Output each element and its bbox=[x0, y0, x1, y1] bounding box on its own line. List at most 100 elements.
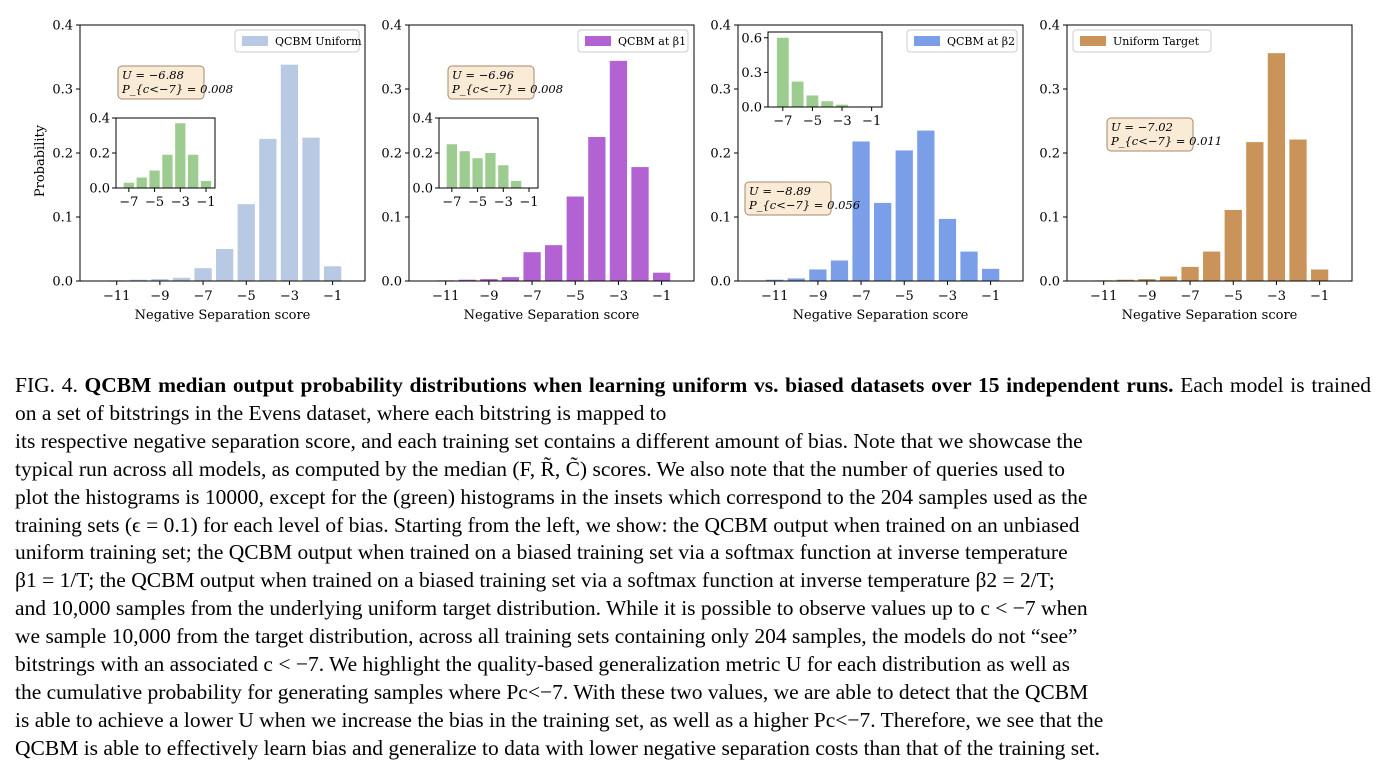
chart-panel: 0.0 0.1 0.2 0.3 0.4 −11 −9 −7 −5 −3 −1 Negative Sep… bbox=[381, 19, 695, 323]
caption-line: Each model is trained on a set of bitstr… bbox=[15, 373, 1372, 425]
legend-box bbox=[1072, 29, 1212, 53]
histogram-bar bbox=[917, 130, 935, 281]
histogram-bar bbox=[545, 245, 563, 281]
x-tick-label: −7 bbox=[193, 289, 212, 304]
inset-x-tick-label: −7 bbox=[773, 114, 792, 129]
inset-bar bbox=[175, 123, 186, 188]
histogram-bar bbox=[1224, 209, 1242, 281]
inset-x-tick-label: −5 bbox=[468, 195, 487, 210]
y-tick-label: 0.1 bbox=[710, 211, 731, 226]
caption-line: QCBM is able to effectively learn bias a… bbox=[15, 735, 1101, 760]
annotation-box: U = −6.88P_{c<−7} = 0.008 bbox=[117, 65, 233, 100]
x-axis-label: Negative Separation score bbox=[464, 308, 640, 323]
x-tick-label: −11 bbox=[103, 289, 130, 304]
histogram-bar bbox=[609, 60, 628, 282]
histogram-bar bbox=[652, 272, 671, 281]
histogram-bar bbox=[1181, 266, 1199, 281]
y-tick-label: 0.1 bbox=[52, 211, 73, 226]
histogram-bar bbox=[766, 279, 784, 281]
x-tick-label: −3 bbox=[280, 289, 299, 304]
histogram-bar bbox=[1246, 142, 1264, 281]
annotation-background bbox=[1106, 117, 1194, 152]
histogram-bar bbox=[523, 252, 541, 281]
histogram-bar bbox=[129, 279, 147, 281]
x-tick-label: −5 bbox=[895, 289, 914, 304]
inset-frame bbox=[767, 31, 883, 108]
y-axis-label: Probability bbox=[33, 124, 48, 197]
inset-bar bbox=[162, 154, 173, 188]
inset-bar bbox=[498, 165, 509, 188]
histogram-bar bbox=[852, 141, 870, 281]
y-tick-label: 0.0 bbox=[710, 275, 731, 290]
x-tick-label: −11 bbox=[761, 289, 788, 304]
x-tick-label: −5 bbox=[1224, 289, 1243, 304]
y-tick-label: 0.4 bbox=[52, 19, 73, 34]
histogram-bar bbox=[895, 150, 913, 281]
legend-swatch bbox=[242, 36, 268, 46]
x-axis-label: Negative Separation score bbox=[135, 308, 311, 323]
inset-bar bbox=[446, 144, 457, 188]
y-tick-label: 0.3 bbox=[381, 83, 402, 98]
y-tick-label: 0.1 bbox=[1039, 211, 1060, 226]
figure-svg: 0.0 0.1 0.2 0.3 0.4 −11 −9 −7 −5 −3 −1 Negative Sep… bbox=[33, 19, 1353, 323]
inset-y-tick-label: 0.2 bbox=[89, 147, 110, 162]
x-tick-label: −5 bbox=[566, 289, 585, 304]
inset-y-tick-label: 0.6 bbox=[741, 31, 762, 46]
annotation-u-value: U = −6.88 bbox=[122, 68, 184, 82]
x-tick-label: −7 bbox=[851, 289, 870, 304]
inset-x-tick-label: −1 bbox=[196, 195, 215, 210]
x-tick-label: −11 bbox=[1090, 289, 1117, 304]
histogram-bar bbox=[809, 269, 827, 281]
inset-bar bbox=[836, 104, 848, 107]
annotation-p-value: P_{c<−7} = 0.008 bbox=[121, 82, 233, 96]
caption-line: typical run across all models, as comput… bbox=[15, 456, 1066, 481]
inset-y-tick-label: 0.4 bbox=[89, 112, 110, 127]
histogram-bar bbox=[1159, 276, 1178, 281]
figure-caption: FIG. 4. QCBM median output probability d… bbox=[15, 372, 1371, 763]
inset-bar bbox=[123, 182, 134, 188]
inset-y-tick-label: 0.2 bbox=[412, 147, 433, 162]
inset-y-tick-label: 0.0 bbox=[741, 101, 762, 116]
x-axis-label: Negative Separation score bbox=[1122, 308, 1298, 323]
x-tick-label: −1 bbox=[652, 289, 671, 304]
legend: Uniform Target bbox=[1072, 29, 1212, 53]
x-tick-label: −1 bbox=[323, 289, 342, 304]
histogram-bar bbox=[874, 202, 892, 281]
annotation-u-value: U = −6.96 bbox=[452, 68, 514, 82]
caption-title: QCBM median output probability distribut… bbox=[84, 373, 1174, 397]
inset-bar bbox=[149, 170, 160, 188]
x-tick-label: −7 bbox=[1180, 289, 1199, 304]
histogram-bar bbox=[1310, 269, 1329, 281]
y-tick-label: 0.4 bbox=[381, 19, 402, 34]
legend-label: Uniform Target bbox=[1113, 35, 1200, 48]
histogram-bar bbox=[1138, 279, 1156, 281]
x-tick-label: −9 bbox=[150, 289, 169, 304]
annotation-u-value: U = −8.89 bbox=[749, 184, 811, 198]
histogram-bar bbox=[938, 218, 957, 281]
histogram-bar bbox=[172, 277, 191, 281]
inset-x-tick-label: −5 bbox=[145, 195, 164, 210]
histogram-bar bbox=[302, 137, 320, 281]
legend-label: QCBM at β2 bbox=[947, 35, 1015, 48]
legend-swatch bbox=[585, 36, 611, 46]
inset-y-tick-label: 0.0 bbox=[412, 182, 433, 197]
histogram-bar bbox=[960, 251, 978, 281]
legend-box bbox=[234, 29, 360, 53]
caption-line: training sets (ϵ = 0.1) for each level o… bbox=[15, 512, 1080, 537]
histogram-bar bbox=[1203, 251, 1221, 281]
y-tick-label: 0.2 bbox=[1039, 147, 1060, 162]
histogram-bar bbox=[588, 137, 606, 281]
chart-panel: 0.0 0.1 0.2 0.3 0.4 −11 −9 −7 −5 −3 −1 Negative Sep… bbox=[33, 19, 366, 323]
histogram-bar bbox=[259, 138, 277, 281]
histogram-bar bbox=[237, 204, 255, 281]
y-tick-label: 0.2 bbox=[381, 147, 402, 162]
caption-line: is able to achieve a lower U when we inc… bbox=[15, 707, 1104, 732]
x-tick-label: −9 bbox=[479, 289, 498, 304]
y-tick-label: 0.3 bbox=[1039, 83, 1060, 98]
histogram-bar bbox=[480, 279, 498, 281]
legend: QCBM at β2 bbox=[906, 29, 1018, 53]
inset-bar bbox=[511, 181, 522, 188]
caption-line: plot the histograms is 10000, except for… bbox=[15, 484, 1088, 509]
histogram-bar bbox=[501, 277, 520, 281]
histogram-bar bbox=[981, 268, 1000, 281]
